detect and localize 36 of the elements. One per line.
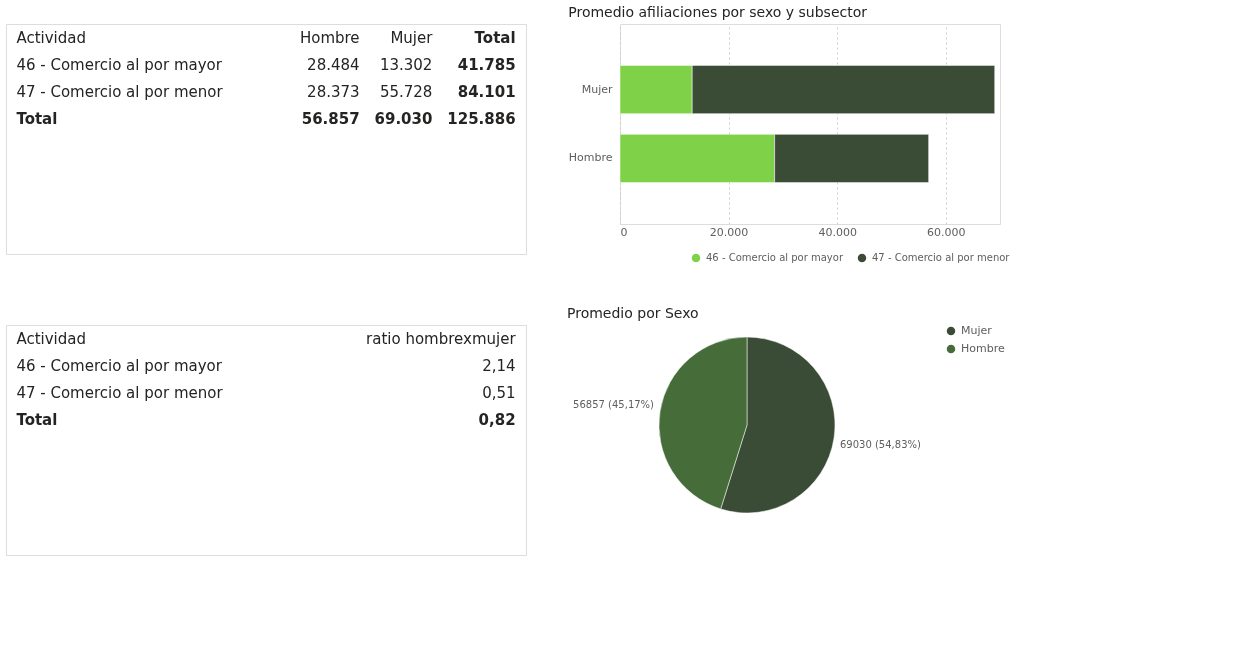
x-tick-label: 0	[620, 225, 628, 239]
text: 47 - Comercio al por menor	[16, 383, 224, 402]
text: Total	[16, 410, 58, 429]
text: Actividad	[16, 329, 86, 348]
x-tick-label: 60.000	[926, 225, 966, 239]
text: 2,14	[482, 356, 516, 375]
data-label: 69030 (54,83%)	[839, 439, 921, 451]
legend-label: 46 - Comercio al por mayor	[706, 252, 844, 263]
text: Actividad	[16, 28, 86, 47]
text: 0,82	[478, 410, 516, 429]
text: 69.030	[374, 109, 433, 128]
text: ratio hombrexmujer	[366, 329, 517, 348]
text: Total	[16, 109, 58, 128]
legend-label: Mujer	[961, 324, 993, 337]
text: 13.302	[379, 55, 433, 74]
x-tick-label: 20.000	[709, 225, 749, 239]
text: 125.886	[447, 109, 516, 128]
text: Hombre	[299, 28, 360, 47]
text: 41.785	[457, 55, 516, 74]
data-label: 56857 (45,17%)	[573, 398, 655, 410]
legend-label: Hombre	[961, 342, 1005, 355]
text: 46 - Comercio al por mayor	[16, 55, 223, 74]
legend-label: 47 - Comercio al por menor	[872, 252, 1011, 263]
chart-title: Promedio por Sexo	[567, 305, 699, 321]
text: 46 - Comercio al por mayor	[16, 356, 223, 375]
text: 55.728	[379, 82, 433, 101]
text: 47 - Comercio al por menor	[16, 82, 224, 101]
text: 0,51	[482, 383, 516, 402]
text: 28.373	[307, 82, 360, 101]
text: 84.101	[457, 82, 516, 101]
chart-title: Promedio afiliaciones por sexo y subsector	[568, 4, 868, 20]
text: 28.484	[307, 55, 360, 74]
text: Mujer	[390, 28, 434, 47]
text: 56.857	[301, 109, 360, 128]
x-tick-label: 40.000	[818, 225, 857, 239]
text: Total	[474, 28, 516, 47]
